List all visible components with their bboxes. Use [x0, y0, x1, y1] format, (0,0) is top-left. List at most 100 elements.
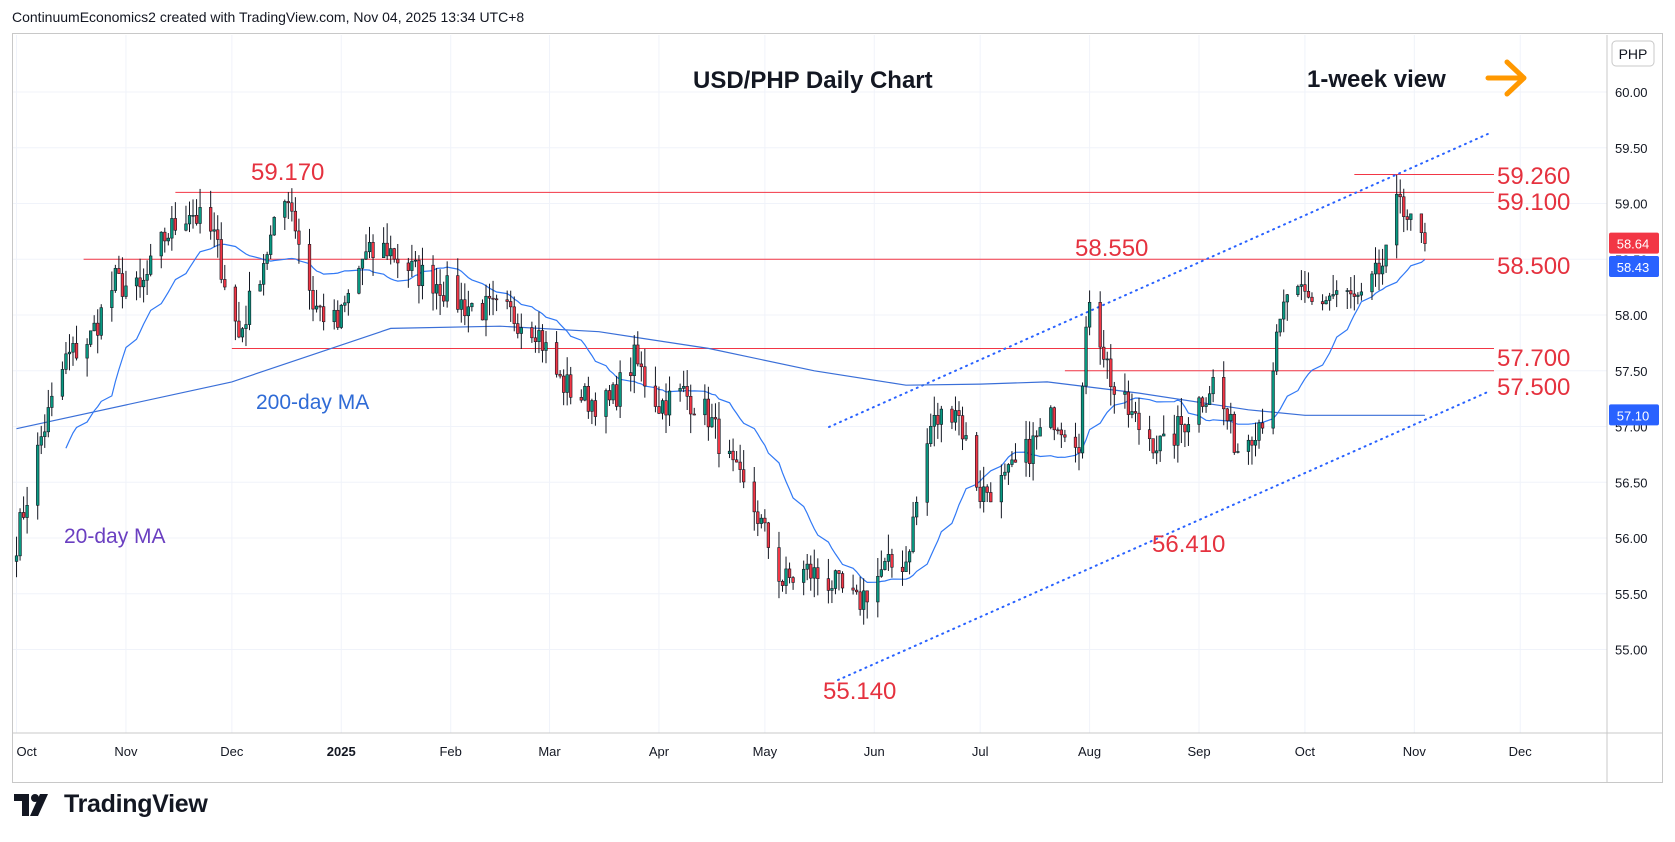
levels-layer: [83, 174, 1494, 372]
candle-body: [1176, 416, 1180, 446]
candle-body: [138, 277, 142, 288]
candle-body: [565, 374, 569, 393]
candle-body: [89, 330, 93, 345]
candle-body: [805, 563, 809, 570]
time-tick-label: May: [753, 744, 778, 759]
candle-body: [283, 201, 287, 218]
candle-body: [763, 517, 767, 524]
candle-body: [643, 366, 647, 387]
candle-body: [487, 295, 492, 299]
candle-body: [1183, 424, 1187, 433]
candle-body: [689, 395, 693, 415]
candle-body: [1377, 262, 1381, 275]
candle-body: [1352, 293, 1356, 297]
candle-body: [604, 390, 608, 417]
candle-body: [1380, 265, 1385, 275]
candle-body: [685, 386, 689, 397]
candle-body: [678, 388, 682, 392]
candle-body: [1027, 438, 1032, 464]
candle-body: [886, 554, 891, 562]
currency-badge[interactable]: [1611, 40, 1655, 67]
candle-body: [166, 237, 170, 242]
candle-body: [237, 320, 241, 338]
candle-body: [382, 242, 386, 258]
candle-body: [209, 207, 213, 232]
candle-body: [614, 384, 619, 407]
price-tick-label: 59.00: [1615, 197, 1648, 212]
candle-body: [879, 569, 883, 577]
candle-body: [170, 218, 174, 239]
candle-body: [445, 275, 449, 302]
candle-body: [682, 386, 686, 389]
candle-body: [1080, 385, 1085, 454]
price-tags: 58.64 58.43 57.10: [1609, 232, 1659, 426]
candle-body: [420, 264, 425, 287]
candle-body: [1035, 435, 1039, 438]
candle-body: [1102, 346, 1106, 360]
candle-body: [50, 395, 54, 408]
candle-body: [999, 475, 1003, 503]
candle-body: [290, 202, 294, 212]
candle-body: [618, 372, 622, 407]
candle-body: [293, 210, 298, 232]
candle-body: [223, 279, 227, 288]
candle-body: [664, 400, 668, 416]
price-tick-label: 57.50: [1615, 364, 1648, 379]
candle-body: [975, 435, 979, 488]
candle-body: [314, 305, 319, 310]
candle-body: [632, 344, 636, 377]
ma200-label: 200-day MA: [256, 391, 369, 414]
grid-layer: [13, 35, 1607, 733]
candle-body: [269, 234, 273, 255]
candle-body: [809, 563, 813, 579]
candle-body: [1084, 326, 1088, 387]
candle-body: [1052, 407, 1056, 431]
time-tick-label: Nov: [1403, 744, 1427, 759]
candle-body: [579, 397, 583, 401]
candle-body: [939, 408, 943, 425]
candle-body: [1211, 377, 1215, 395]
candle-body: [1395, 193, 1399, 246]
candle-body: [36, 444, 40, 506]
tradingview-logo[interactable]: TradingView: [14, 790, 208, 819]
candle-body: [494, 298, 499, 301]
candle-body: [92, 322, 96, 332]
candle-body: [876, 576, 880, 603]
ma200-price-tag-bg: [1609, 404, 1659, 426]
candle-body: [456, 275, 460, 310]
candle-body: [14, 555, 19, 562]
candle-body: [1077, 447, 1081, 454]
candle-body: [1172, 433, 1176, 446]
candle-body: [505, 299, 509, 302]
candle-body: [339, 304, 343, 328]
candle-body: [357, 268, 361, 294]
candle-body: [929, 425, 933, 444]
candle-body: [417, 259, 421, 287]
ma20-price-tag: 58.43: [1617, 260, 1650, 275]
candle-body: [343, 302, 347, 306]
candle-body: [537, 330, 541, 343]
price-tick-label: 59.50: [1615, 141, 1648, 156]
candle-body: [332, 309, 336, 323]
candle-body: [826, 578, 831, 591]
candle-body: [1130, 411, 1134, 415]
candle-body: [1345, 290, 1349, 292]
annotation-56410: 56.410: [1152, 531, 1225, 558]
candle-body: [639, 363, 643, 368]
candle-body: [1038, 427, 1042, 437]
candle-body: [346, 292, 350, 304]
candle-body: [1331, 294, 1335, 297]
candle-body: [509, 301, 513, 308]
candle-body: [459, 299, 463, 310]
candle-body: [653, 385, 658, 407]
candle-body: [184, 223, 188, 231]
channel-layer: [828, 132, 1491, 681]
candle-body: [194, 214, 199, 224]
candle-body: [593, 400, 598, 417]
annotation-58550: 58.550: [1075, 235, 1148, 262]
candle-body: [759, 517, 763, 524]
candle-body: [1013, 459, 1018, 463]
level-label-58500: 58.500: [1497, 253, 1570, 280]
time-tick-label: Feb: [439, 744, 461, 759]
